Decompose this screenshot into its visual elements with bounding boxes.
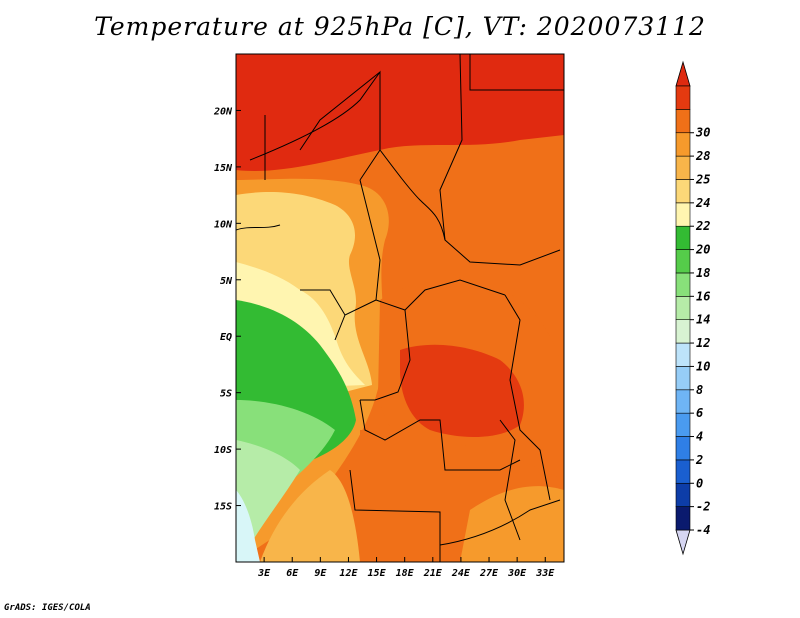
border-line bbox=[360, 309, 411, 401]
border-line bbox=[439, 499, 561, 546]
colorbar-swatch bbox=[675, 272, 691, 297]
lon-tick-label: 27E bbox=[479, 568, 499, 579]
colorbar-label: 16 bbox=[696, 289, 710, 303]
colorbar-label: 22 bbox=[695, 219, 710, 233]
longitude-axis: 3E 6E 9E 12E 15E 18E 21E 24E 27E 30E 33E bbox=[257, 557, 555, 579]
border-line bbox=[504, 294, 551, 501]
colorbar-swatch bbox=[675, 319, 691, 344]
colorbar-label: 10 bbox=[696, 359, 710, 373]
colorbar-label: -2 bbox=[696, 500, 710, 514]
lon-tick-label: 9E bbox=[314, 568, 327, 579]
lon-tick-label: 3E bbox=[257, 568, 271, 579]
colorbar-swatch bbox=[675, 155, 691, 180]
lon-tick-label: 24E bbox=[451, 568, 471, 579]
map-frame bbox=[235, 53, 565, 563]
lon-tick-label: 30E bbox=[507, 568, 527, 579]
lat-tick-label: 15S bbox=[214, 502, 232, 513]
colorbar-label: 30 bbox=[695, 126, 710, 140]
lat-tick-label: 5S bbox=[220, 389, 232, 400]
colorbar-label: 18 bbox=[696, 266, 710, 280]
colorbar-label: 12 bbox=[696, 336, 710, 350]
lat-tick-label: EQ bbox=[220, 332, 232, 343]
colorbar-swatch bbox=[675, 296, 691, 320]
border-line bbox=[249, 70, 381, 181]
credit-text: GrADS: IGES/COLA bbox=[4, 603, 91, 613]
border-line bbox=[379, 149, 446, 241]
colorbar-swatch bbox=[675, 412, 691, 437]
colorbar-label: 14 bbox=[696, 313, 710, 327]
field-ocean-cyan bbox=[236, 490, 260, 562]
field-congo-red bbox=[400, 344, 524, 437]
colorbar-swatch bbox=[675, 342, 691, 367]
field-south-east-warm bbox=[460, 486, 564, 562]
colorbar-swatch bbox=[675, 389, 691, 414]
colorbar-swatch bbox=[675, 459, 691, 484]
lat-tick-label: 10N bbox=[214, 219, 233, 230]
lon-tick-label: 21E bbox=[423, 568, 443, 579]
lon-tick-label: 15E bbox=[368, 568, 387, 579]
lat-tick-label: 10S bbox=[214, 445, 232, 456]
colorbar-label: 2 bbox=[695, 453, 703, 467]
colorbar-swatch bbox=[675, 202, 691, 227]
colorbar-label: 8 bbox=[696, 383, 703, 397]
colorbar-low-arrow bbox=[675, 529, 691, 556]
colorbar-swatch bbox=[675, 366, 691, 391]
colorbar-label: 25 bbox=[695, 172, 710, 186]
colorbar-label: 24 bbox=[695, 196, 710, 210]
lon-tick-label: 12E bbox=[339, 568, 358, 579]
field-namibia-yellow bbox=[260, 470, 360, 562]
colorbar-label: 28 bbox=[695, 149, 710, 163]
lat-tick-label: 5N bbox=[220, 276, 233, 287]
border-line bbox=[349, 469, 441, 562]
colorbar-swatch bbox=[675, 506, 691, 531]
colorbar-label: 6 bbox=[696, 406, 703, 420]
lon-tick-label: 18E bbox=[396, 568, 415, 579]
border-line bbox=[264, 71, 381, 180]
border-line bbox=[499, 419, 521, 541]
colorbar-swatch bbox=[675, 109, 691, 134]
field-sudan-orange bbox=[440, 140, 564, 300]
lon-tick-label: 33E bbox=[535, 568, 555, 579]
lat-tick-label: 15N bbox=[214, 163, 233, 174]
colorbar-label: 20 bbox=[695, 243, 710, 257]
border-line bbox=[375, 279, 506, 311]
colorbar-high-arrow bbox=[675, 60, 691, 87]
colorbar-swatch bbox=[675, 132, 691, 157]
map-title: Temperature at 925hPa [C], VT: 202007311… bbox=[94, 12, 706, 41]
colorbar-swatch bbox=[675, 179, 691, 204]
colorbar-label: 4 bbox=[696, 430, 703, 444]
colorbar-label: -4 bbox=[696, 523, 710, 537]
border-line bbox=[469, 54, 564, 91]
colorbar-label: 0 bbox=[696, 476, 703, 490]
lon-tick-label: 6E bbox=[286, 568, 299, 579]
border-line bbox=[359, 399, 521, 471]
colorbar-swatch bbox=[675, 249, 691, 274]
colorbar-swatch bbox=[675, 225, 691, 250]
lat-tick-label: 20N bbox=[213, 106, 233, 117]
country-borders bbox=[236, 54, 564, 562]
border-line bbox=[236, 224, 281, 231]
colorbar-swatch bbox=[675, 436, 691, 461]
border-line bbox=[300, 289, 346, 316]
latitude-axis: 20N 15N 10N 5N EQ 5S 10S 15S bbox=[213, 106, 241, 513]
colorbar-swatch bbox=[675, 85, 691, 110]
colorbar-swatch bbox=[675, 482, 691, 507]
